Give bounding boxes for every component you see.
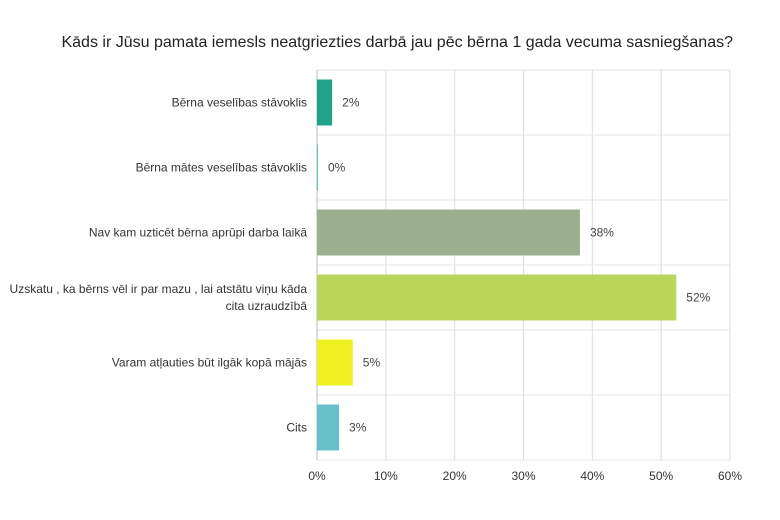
x-tick-label: 30%: [511, 469, 535, 483]
bar-value-label: 3%: [349, 421, 367, 435]
chart-title: Kāds ir Jūsu pamata iemesls neatgrieztie…: [61, 34, 733, 51]
bar-value-label: 5%: [363, 356, 381, 370]
x-tick-label: 20%: [443, 469, 467, 483]
x-tick-label: 50%: [649, 469, 673, 483]
bar: [317, 144, 318, 191]
bar-value-label: 38%: [590, 226, 614, 240]
category-label: Cits: [286, 421, 307, 435]
bar: [317, 274, 677, 321]
category-label: Uzskatu , ka bērns vēl ir par mazu , lai…: [10, 282, 308, 313]
category-label: Varam atļauties būt ilgāk kopā mājās: [112, 356, 307, 370]
x-tick-label: 10%: [374, 469, 398, 483]
bar: [317, 209, 580, 256]
bar-value-label: 2%: [342, 96, 360, 110]
bar: [317, 404, 340, 451]
bar-value-label: 0%: [328, 161, 346, 175]
x-tick-label: 40%: [580, 469, 604, 483]
x-tick-label: 0%: [308, 469, 326, 483]
bar-value-label: 52%: [686, 291, 710, 305]
category-label: Bērna veselības stāvoklis: [172, 96, 307, 110]
category-label: Nav kam uzticēt bērna aprūpi darba laikā: [89, 226, 307, 240]
x-tick-label: 60%: [718, 469, 742, 483]
category-label: Bērna mātes veselības stāvoklis: [136, 161, 307, 175]
bar: [317, 79, 333, 126]
bar: [317, 339, 353, 386]
